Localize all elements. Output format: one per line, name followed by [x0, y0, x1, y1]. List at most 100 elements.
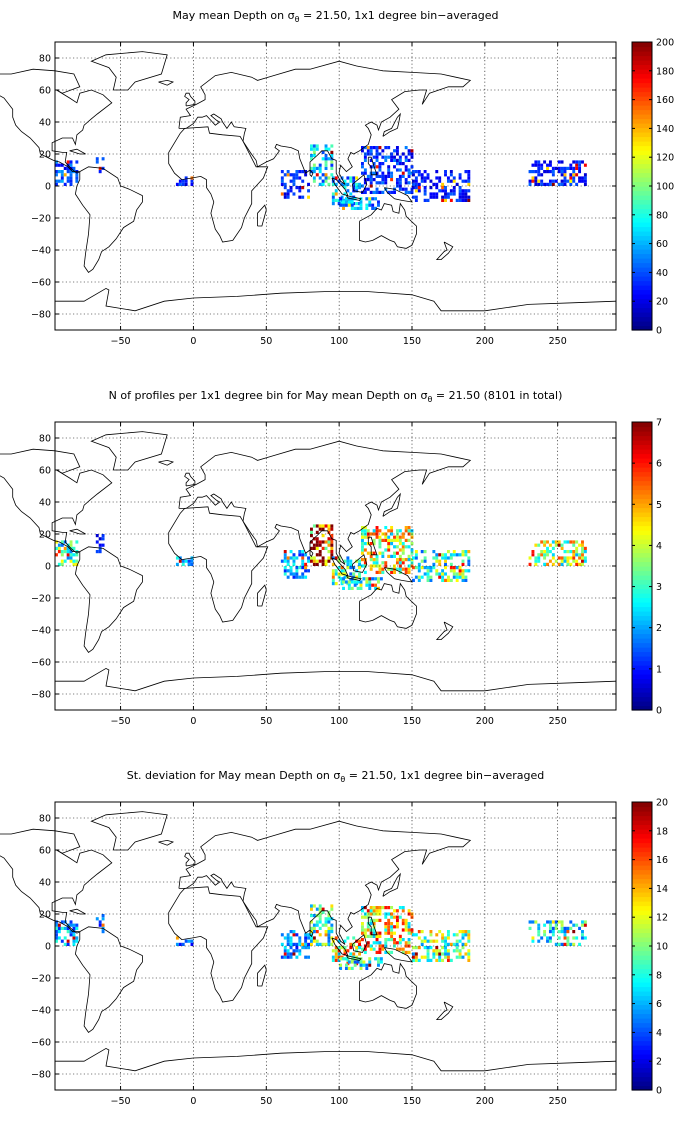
data-cell [366, 928, 370, 932]
data-cell [379, 960, 383, 964]
data-cell [387, 529, 391, 533]
data-cell [63, 550, 67, 554]
data-cell [461, 195, 465, 199]
data-cell [349, 572, 353, 576]
data-cell [387, 928, 391, 932]
data-cell [307, 189, 310, 193]
colorbar-segment [632, 530, 652, 536]
y-tick-label: 80 [39, 814, 51, 825]
data-cell [301, 556, 305, 560]
data-cell [410, 171, 414, 175]
data-cell [572, 550, 576, 554]
colorbar-segment [632, 838, 652, 844]
data-cell [340, 202, 344, 206]
data-cell [449, 562, 453, 566]
data-cell [355, 955, 359, 959]
data-cell [318, 527, 322, 531]
colorbar-tick-label: 60 [656, 239, 668, 250]
data-cell [423, 556, 427, 560]
data-cell [407, 564, 411, 568]
colorbar-segment [632, 208, 652, 214]
data-cell [69, 556, 73, 560]
data-cell [438, 572, 442, 576]
data-cell [75, 936, 79, 940]
data-cell [372, 941, 376, 945]
data-cell [377, 957, 380, 961]
data-cell [444, 556, 447, 560]
data-cell [572, 936, 576, 940]
data-cell [458, 173, 462, 177]
data-cell [395, 158, 399, 162]
colorbar-segment [632, 968, 652, 974]
data-cell [387, 545, 391, 549]
data-cell [298, 942, 302, 946]
data-cell [66, 556, 70, 560]
data-cell [340, 182, 344, 186]
data-cell [324, 923, 328, 927]
data-cell [566, 939, 570, 943]
data-cell [343, 572, 347, 576]
data-cell [467, 559, 471, 563]
colorbar-tick-label: 16 [656, 855, 668, 866]
data-cell [410, 542, 414, 546]
data-cell [455, 949, 459, 953]
data-cell [283, 182, 287, 186]
panel-title: N of profiles per 1x1 degree bin for May… [109, 389, 563, 404]
data-cell [366, 915, 370, 919]
data-cell [355, 962, 359, 966]
colorbar-segment [632, 285, 652, 291]
data-cell [60, 173, 64, 177]
data-cell [429, 939, 433, 943]
data-cell [286, 942, 290, 946]
data-cell [95, 550, 99, 554]
colorbar-segment [632, 806, 652, 812]
data-cell [295, 186, 299, 190]
data-cell [375, 526, 379, 530]
data-cell [546, 163, 549, 167]
data-cell [560, 546, 564, 550]
data-cell [537, 553, 541, 557]
data-cell [330, 543, 334, 547]
colorbar-segment [632, 294, 652, 300]
data-cell [286, 559, 290, 563]
colorbar-segment [632, 145, 652, 151]
data-cell [69, 179, 73, 183]
data-cell [401, 922, 405, 926]
data-cell [101, 923, 105, 927]
data-cell [578, 176, 582, 180]
data-cell [321, 907, 325, 911]
data-cell [327, 537, 331, 541]
data-cell [295, 575, 299, 579]
data-cell [563, 933, 567, 937]
data-cell [404, 928, 408, 932]
data-cell [369, 542, 373, 546]
colorbar-segment [632, 303, 652, 309]
data-cell [334, 182, 338, 186]
data-cell [369, 947, 373, 951]
data-cell [350, 586, 354, 590]
data-cell [548, 182, 552, 186]
colorbar-segment [632, 141, 652, 147]
data-cell [342, 586, 345, 590]
data-cell [557, 182, 561, 186]
data-cell [366, 535, 370, 539]
data-cell [432, 939, 436, 943]
colorbar-tick-label: 12 [656, 913, 668, 924]
colorbar-segment [632, 271, 652, 277]
colorbar-segment [632, 136, 652, 142]
data-cell [446, 550, 450, 554]
data-cell [395, 941, 399, 945]
data-cell [390, 532, 394, 536]
data-cell [444, 553, 447, 557]
colorbar-segment [632, 51, 652, 57]
data-cell [464, 550, 468, 554]
data-cell [331, 202, 335, 206]
colorbar-segment [632, 73, 652, 79]
colorbar-segment [632, 485, 652, 491]
data-cell [63, 182, 67, 186]
colorbar-segment [632, 494, 652, 500]
data-cell [327, 914, 331, 918]
data-cell [69, 553, 73, 557]
data-cell [432, 182, 436, 186]
data-cell [420, 173, 424, 177]
